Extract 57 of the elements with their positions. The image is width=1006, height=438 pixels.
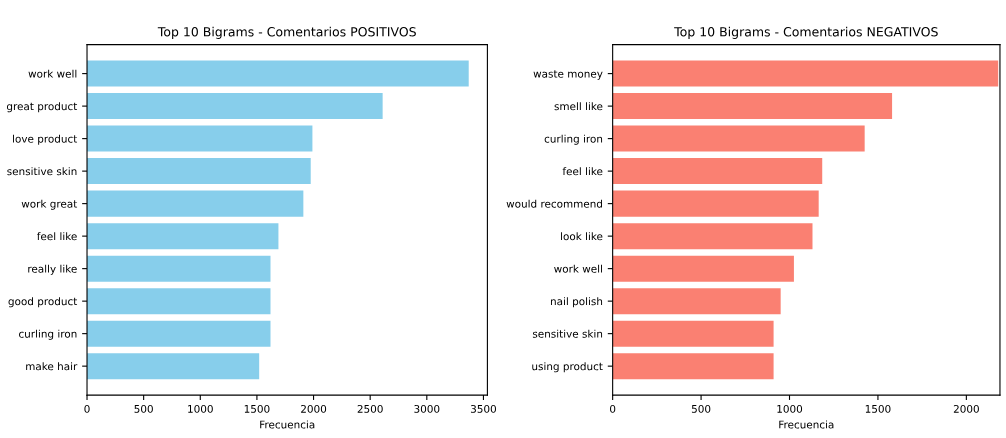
y-tick-label: curling iron xyxy=(19,329,77,340)
x-tick-label: 1500 xyxy=(244,404,270,413)
bar xyxy=(87,158,311,185)
bar xyxy=(612,320,774,347)
bar xyxy=(87,190,304,217)
x-tick-label: 0 xyxy=(84,404,90,413)
x-tick-label: 500 xyxy=(134,404,153,413)
chart-title: Top 10 Bigrams - Comentarios NEGATIVOS xyxy=(674,26,938,39)
y-tick-label: would recommend xyxy=(506,199,602,208)
x-tick-label: 3500 xyxy=(470,404,497,413)
y-tick-label: work well xyxy=(554,264,602,273)
y-tick-label: really like xyxy=(28,264,77,275)
x-tick-label: 2000 xyxy=(953,404,979,413)
bar xyxy=(87,288,271,315)
x-axis-title: Frecuencia xyxy=(779,420,834,429)
bar xyxy=(87,353,260,380)
y-tick-label: curling iron xyxy=(544,134,603,145)
y-tick-label: nail polish xyxy=(550,297,603,308)
y-tick-label: waste money xyxy=(533,70,603,80)
bar xyxy=(612,288,781,315)
y-tick-label: work great xyxy=(21,199,78,210)
y-tick-label: great product xyxy=(6,102,78,113)
bar xyxy=(612,190,819,217)
y-tick-label: love product xyxy=(13,134,78,145)
x-tick-label: 1000 xyxy=(188,404,213,413)
x-tick-label: 2000 xyxy=(301,404,327,413)
bar xyxy=(87,125,313,152)
x-tick-label: 1500 xyxy=(865,404,891,413)
y-tick-label: using product xyxy=(532,362,603,373)
y-tick-label: sensitive skin xyxy=(7,167,77,176)
bar xyxy=(612,93,893,120)
y-tick-label: good product xyxy=(8,297,78,308)
y-tick-label: make hair xyxy=(26,362,78,371)
bar xyxy=(87,60,469,87)
chart-title: Top 10 Bigrams - Comentarios POSITIVOS xyxy=(157,26,416,39)
y-tick-label: feel like xyxy=(36,232,77,241)
bar xyxy=(612,125,865,152)
bar xyxy=(87,223,279,250)
x-tick-label: 500 xyxy=(691,404,711,413)
x-tick-label: 2500 xyxy=(357,404,383,413)
y-tick-label: feel like xyxy=(562,167,603,176)
bar xyxy=(612,60,999,87)
bar xyxy=(87,255,271,282)
bar xyxy=(612,223,813,250)
x-tick-label: 1000 xyxy=(777,404,803,413)
bar xyxy=(612,353,774,380)
x-tick-label: 0 xyxy=(610,404,616,413)
y-tick-label: smell like xyxy=(554,102,603,111)
y-tick-label: look like xyxy=(561,232,603,241)
x-axis-title: Frecuencia xyxy=(260,420,315,429)
y-tick-label: work well xyxy=(28,69,77,78)
y-tick-label: sensitive skin xyxy=(532,329,603,338)
bar xyxy=(612,158,823,185)
bar xyxy=(87,93,383,120)
x-tick-label: 3000 xyxy=(414,404,440,413)
bar xyxy=(612,255,794,282)
bar xyxy=(87,320,271,347)
